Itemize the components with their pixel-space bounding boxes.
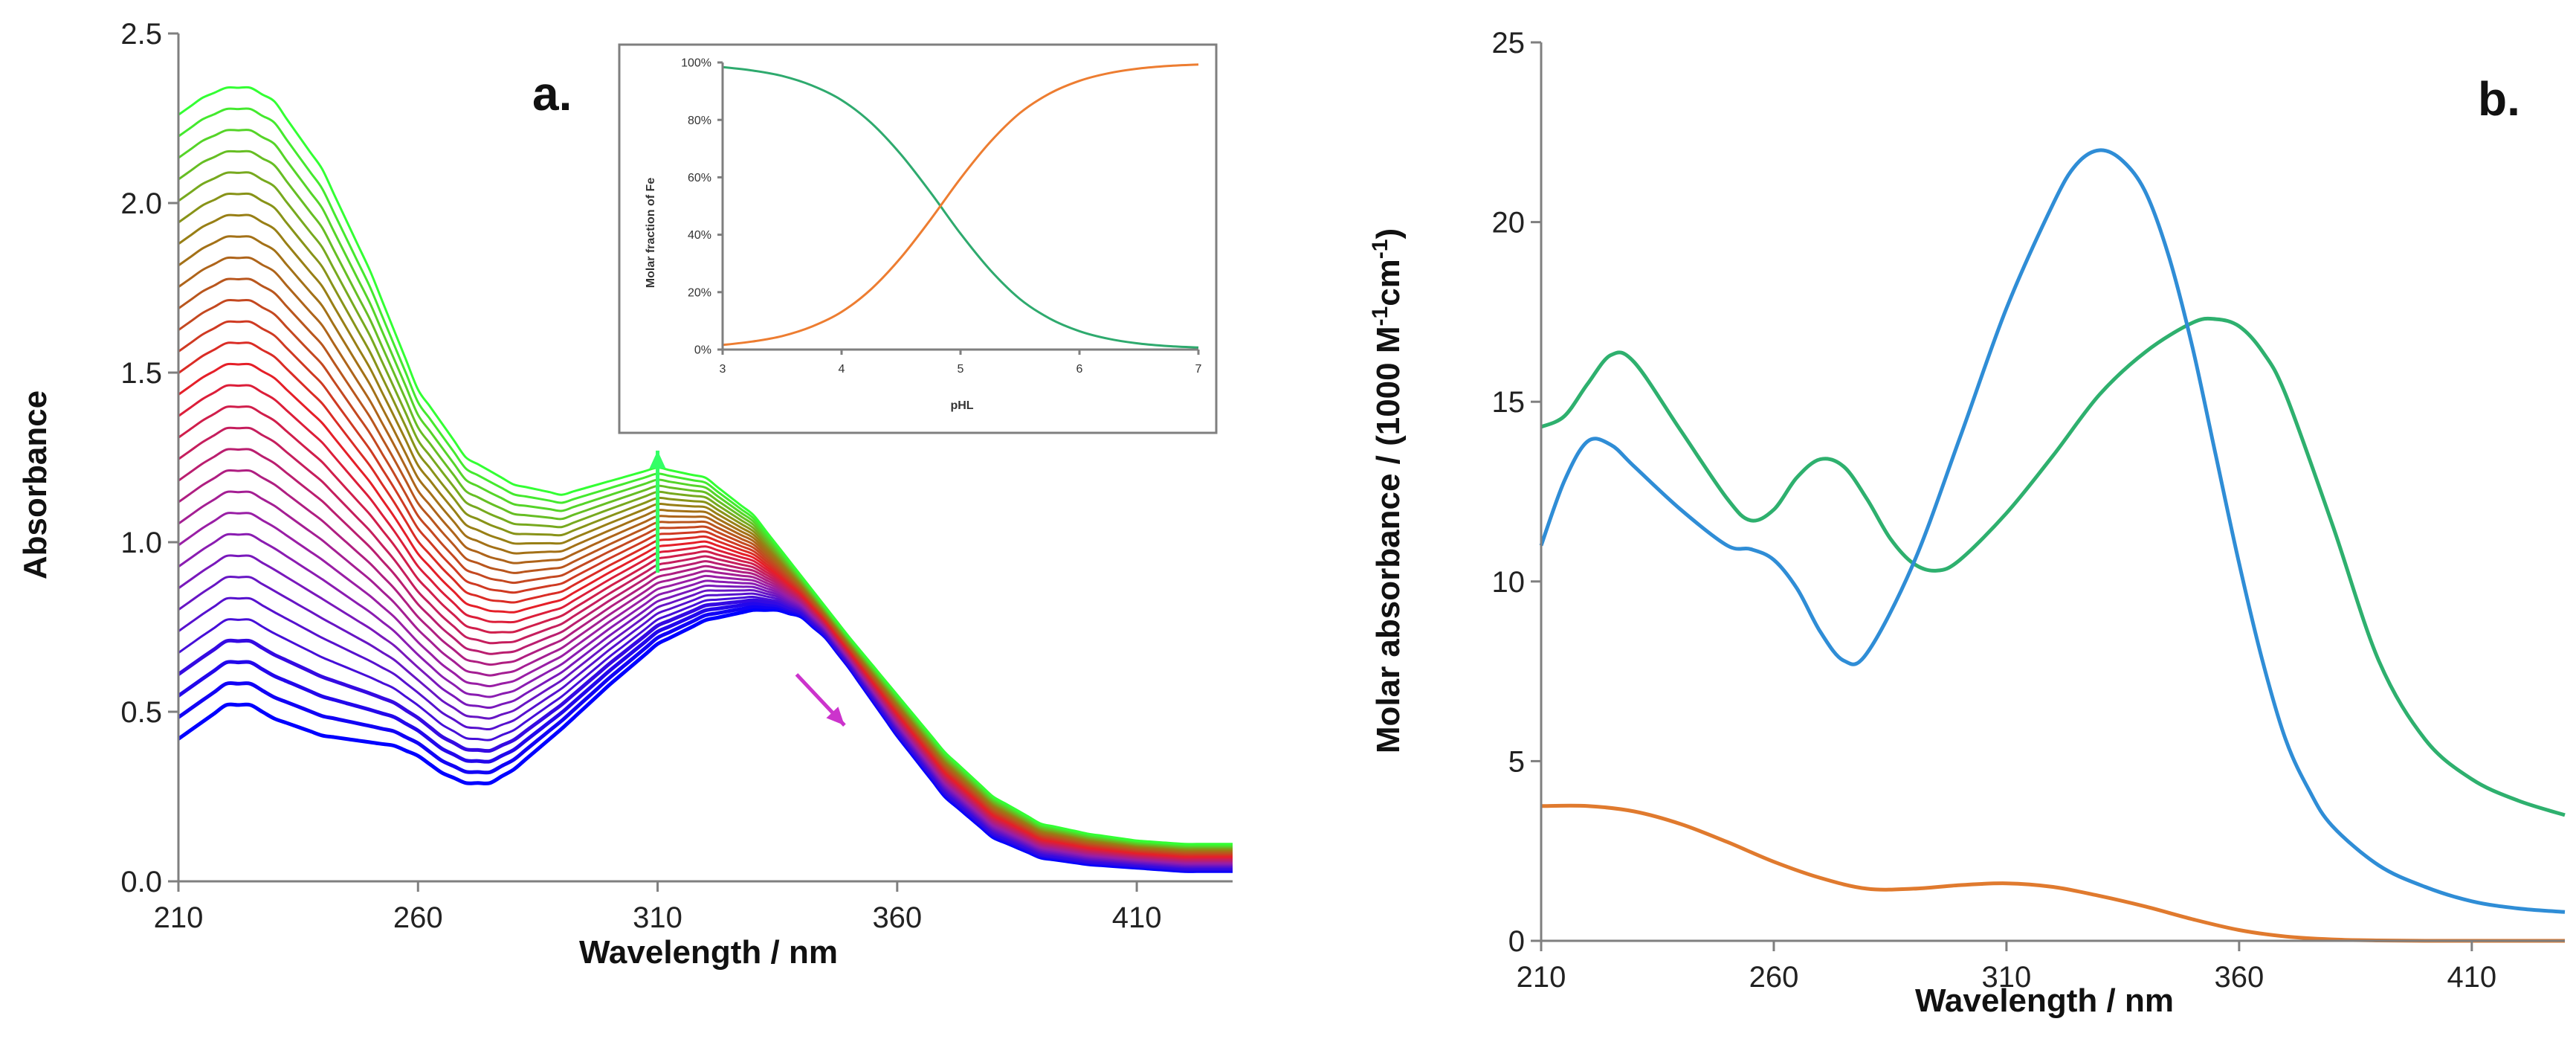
molar-absorbance-line	[1540, 803, 2565, 943]
arrow-head	[826, 707, 845, 726]
panel-b-axes: 210 260 310 360 410 0 5 10 15 20 25	[1492, 27, 2565, 994]
spectrum-line	[178, 320, 1233, 856]
x-tick-label: 6	[1076, 363, 1083, 376]
y-tick-label: 80%	[688, 115, 711, 127]
x-tick-label: 360	[2214, 961, 2264, 994]
spectrum-line	[178, 426, 1233, 861]
panel-b-chart: 210 260 310 360 410 0 5 10 15 20 25 b. Wavelength …	[1368, 27, 2566, 1019]
inset-x-axis-title: pHL	[950, 399, 973, 412]
x-tick-label: 260	[393, 901, 443, 934]
inset-frame	[618, 43, 1218, 434]
panel-b-label: b.	[2478, 72, 2520, 126]
panel-a-x-axis-title: Wavelength / nm	[579, 934, 838, 971]
y-tick-label: 1.5	[120, 357, 162, 390]
spectrum-line	[178, 554, 1233, 866]
spectrum-line	[178, 405, 1233, 860]
y-tick-label: 40%	[688, 229, 711, 242]
panel-a-inset-chart: 3 4 5 6 7 0% 20% 40% 60% 80% 100% pHL Molar fracti…	[618, 43, 1218, 434]
y-tick-label: 1.0	[120, 527, 162, 559]
spectrum-line	[178, 384, 1233, 859]
y-tick-label: 15	[1492, 386, 1526, 419]
x-tick-label: 3	[720, 363, 726, 376]
y-title-end: )	[1370, 228, 1407, 239]
y-title-sup2: -1	[1368, 239, 1392, 260]
spectrum-line	[178, 256, 1233, 853]
x-tick-label: 310	[1982, 961, 2032, 994]
x-tick-label: 210	[154, 901, 204, 934]
arrow-head	[649, 450, 666, 469]
x-tick-label: 310	[633, 901, 682, 934]
x-tick-label: 260	[1749, 961, 1799, 994]
y-tick-label: 0	[1508, 925, 1525, 958]
inset-series-line	[722, 65, 1199, 349]
y-tick-label: 2.5	[120, 18, 162, 51]
molar-absorbance-line	[1539, 148, 2566, 914]
y-tick-label: 60%	[688, 172, 711, 184]
y-tick-label: 25	[1492, 27, 1526, 59]
spectrum-line	[178, 469, 1233, 863]
spectrum-line	[178, 592, 1233, 868]
x-tick-label: 4	[839, 363, 845, 376]
inset-y-axis-title: Molar fraction of Fe	[645, 178, 657, 289]
spectrum-line	[178, 448, 1233, 861]
panel-a-arrows	[649, 450, 846, 727]
inset-series-group	[722, 63, 1199, 349]
inset-axes: 3 4 5 6 7 0% 20% 40% 60% 80% 100%	[681, 57, 1201, 376]
y-title-mid: cm	[1370, 259, 1407, 306]
panel-a-axes: 210 260 310 360 410 0.0 0.5 1.0 1.5 2.0 2.5	[120, 18, 1233, 934]
spectrum-line	[178, 129, 1233, 847]
x-tick-label: 360	[872, 901, 922, 934]
y-tick-label: 5	[1508, 745, 1525, 778]
y-title-main: Molar absorbance / (1000 M	[1370, 326, 1407, 753]
spectrum-line	[177, 598, 1233, 871]
spectrum-line	[178, 213, 1233, 851]
panel-b-y-axis-title: Molar absorbance / (1000 M-1cm-1)	[1368, 228, 1407, 753]
x-tick-label: 5	[958, 363, 964, 376]
y-tick-label: 0.5	[120, 696, 162, 729]
panel-a-label: a.	[532, 67, 572, 120]
x-tick-label: 410	[2447, 961, 2496, 994]
y-tick-label: 0%	[694, 344, 711, 357]
inset-series-line	[722, 63, 1199, 347]
panel-b-x-axis-title: Wavelength / nm	[1915, 982, 2174, 1019]
x-tick-label: 210	[1517, 961, 1566, 994]
panel-b-series-group	[1539, 148, 2566, 943]
x-tick-label: 410	[1112, 901, 1162, 934]
spectrum-line	[178, 533, 1233, 865]
y-tick-label: 20%	[688, 286, 711, 299]
y-tick-label: 2.0	[120, 187, 162, 220]
molar-absorbance-line	[1540, 316, 2566, 817]
y-tick-label: 10	[1492, 566, 1526, 599]
y-tick-label: 100%	[681, 57, 711, 70]
spectrum-line	[178, 86, 1233, 846]
y-tick-label: 20	[1492, 207, 1526, 239]
x-tick-label: 7	[1195, 363, 1202, 376]
panel-a-spectra-group	[177, 86, 1233, 873]
panel-a-y-axis-title: Absorbance	[17, 390, 54, 579]
y-tick-label: 0.0	[120, 866, 162, 898]
spectrum-line	[178, 512, 1233, 864]
spectrum-line	[178, 575, 1233, 867]
spectrum-line	[178, 192, 1233, 850]
spectrum-line	[178, 596, 1233, 869]
y-title-sup1: -1	[1368, 306, 1392, 327]
panel-a-chart: 210 260 310 360 410 0.0 0.5 1.0 1.5 2.0 2.5 a. Wav…	[17, 18, 1233, 971]
